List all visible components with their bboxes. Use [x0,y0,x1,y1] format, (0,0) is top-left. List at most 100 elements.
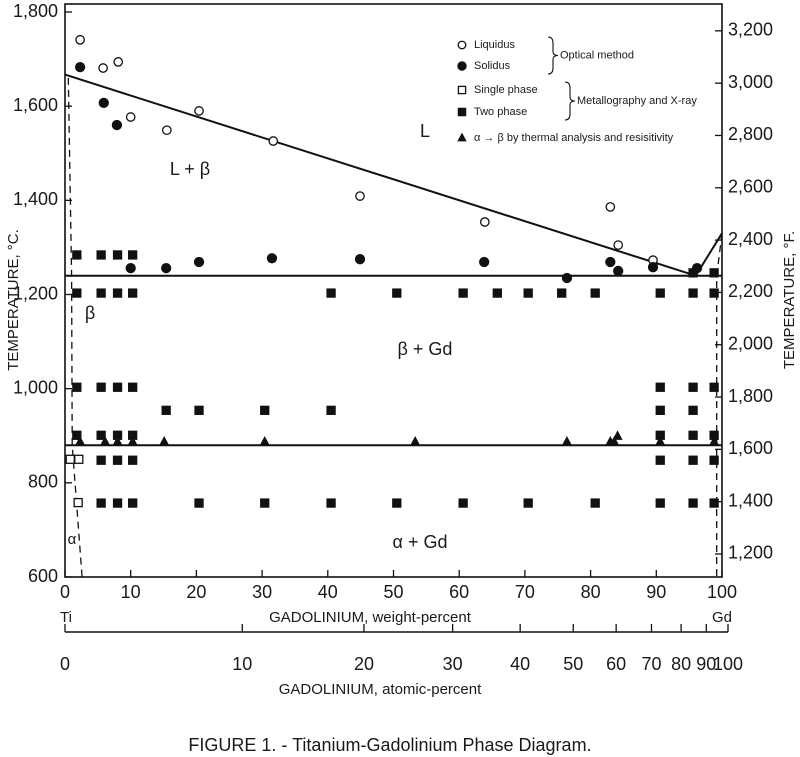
y-tick-label: 1,800 [13,1,58,21]
x-tick-label: 0 [60,582,70,602]
y2-tick-label: 3,000 [728,72,773,92]
y2-tick-label: 1,400 [728,490,773,510]
y2-tick-label: 2,400 [728,229,773,249]
marker-filled-square [709,455,719,465]
marker-filled-square [655,405,665,415]
x-tick-label: 70 [515,582,535,602]
x2-tick-label: 50 [563,654,583,674]
marker-filled-square [523,498,533,508]
marker-filled-square [688,405,698,415]
legend-bg [450,102,464,122]
marker-filled-square [96,455,106,465]
legend-group-label: Optical method [560,49,634,61]
marker-filled-square [392,498,402,508]
marker-filled-square [458,288,468,298]
phase-boundary [67,77,83,578]
region-label: α [68,531,77,548]
marker-open-circle [605,202,616,212]
marker-triangle [561,435,573,446]
marker-filled-circle [647,262,659,273]
marker-filled-square [96,430,106,440]
x2-tick-label: 70 [641,654,661,674]
marker-filled-circle [605,256,616,268]
x2-tick-label: 60 [606,654,626,674]
marker-filled-circle [354,254,366,265]
marker-filled-square [326,498,336,508]
x-tick-label: 80 [581,582,601,602]
marker-filled-square [457,107,467,117]
marker-filled-square [260,405,270,415]
region-label: L + β [170,159,210,179]
legend-label: α → β by thermal analysis and resisitivi… [474,132,674,144]
y2-tick-label: 2,200 [728,281,773,301]
marker-open-square [65,454,75,464]
y-axis-title: TEMPERATURE, °C. [5,229,22,371]
marker-filled-square [655,455,665,465]
marker-filled-square [557,288,567,298]
marker-filled-square [260,498,270,508]
y-tick-label: 1,600 [13,95,58,115]
marker-filled-square [655,498,665,508]
marker-filled-square [392,288,402,298]
marker-filled-square [128,498,138,508]
marker-filled-square [655,288,665,298]
marker-filled-circle [161,262,172,274]
marker-filled-circle [111,119,123,131]
legend-bg [450,35,464,55]
marker-filled-circle [74,61,86,73]
marker-filled-square [688,268,698,278]
x-tick-label: 50 [383,582,403,602]
marker-triangle [75,435,86,446]
marker-filled-square [458,498,468,508]
marker-filled-square [590,498,600,508]
marker-open-circle [98,63,108,73]
marker-filled-square [112,455,123,465]
marker-filled-square [128,382,138,392]
y-tick-label: 1,400 [13,189,58,209]
marker-filled-square [709,268,719,278]
legend-bg [450,56,464,76]
x2-tick-label: 100 [713,654,743,674]
legend-label: Two phase [474,106,527,118]
legend-brace [564,81,576,121]
marker-filled-circle [479,256,490,268]
marker-triangle [612,430,623,440]
marker-filled-square [96,288,106,298]
x2-tick-label: 0 [60,654,70,674]
y2-tick-label: 1,600 [728,438,773,458]
marker-triangle [127,435,138,446]
marker-open-circle [113,57,124,67]
legend-group-label: Metallography and X-ray [577,95,697,107]
marker-filled-square [688,382,698,392]
marker-filled-square [128,455,138,465]
marker-open-circle [161,125,172,136]
marker-filled-circle [561,272,573,284]
marker-filled-square [72,382,82,392]
y2-tick-label: 1,800 [728,386,773,406]
marker-filled-square [655,382,665,392]
marker-filled-square [112,498,123,508]
x-tick-label: 60 [449,582,469,602]
marker-triangle [99,435,111,446]
x2-tick-label: 80 [671,654,691,674]
marker-filled-square [72,288,82,298]
legend-bg [450,128,464,148]
x-tick-label: 90 [646,582,666,602]
marker-triangle [709,435,720,446]
marker-filled-square [128,288,138,298]
marker-filled-circle [98,97,109,109]
marker-triangle [259,435,270,446]
marker-filled-circle [266,253,278,264]
marker-filled-square [688,288,698,298]
marker-open-circle [457,40,467,50]
x2-axis-title: GADOLINIUM, atomic-percent [279,681,482,698]
legend-label: Liquidus [474,39,515,51]
marker-filled-square [688,498,698,508]
marker-open-circle [75,34,85,45]
legend-brace [547,36,559,75]
marker-filled-square [96,382,106,392]
marker-triangle [410,435,421,446]
chart-title: FIGURE 1. - Titanium-Gadolinium Phase Di… [188,735,591,755]
y2-axis-title: TEMPERATURE, °F. [781,231,798,369]
